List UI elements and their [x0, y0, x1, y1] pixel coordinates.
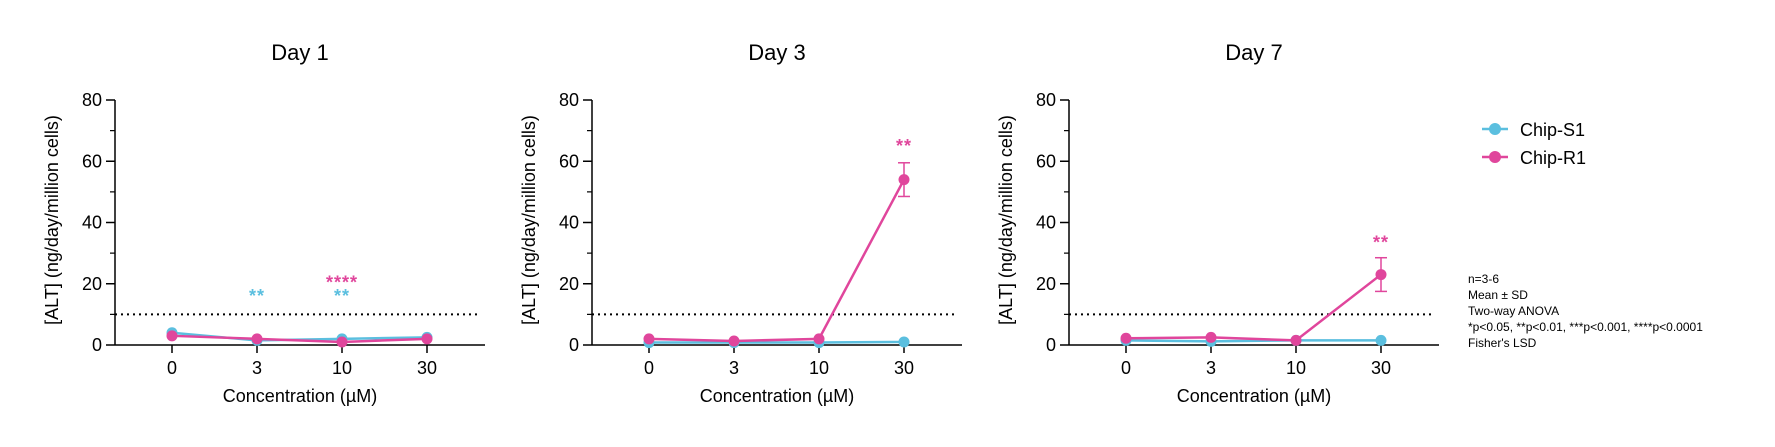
- legend-label: Chip-S1: [1520, 120, 1585, 140]
- panel-day-1: Day 1 [ALT] (ng/day/million cells) Conce…: [42, 40, 485, 406]
- y-tick-label: 80: [82, 90, 102, 110]
- panel-day-3: Day 3 [ALT] (ng/day/million cells) Conce…: [519, 40, 962, 406]
- data-point: [336, 336, 348, 348]
- legend-item-chip-s1: Chip-S1: [1482, 120, 1585, 140]
- x-axis-label: Concentration (µM): [1177, 386, 1331, 406]
- y-tick-label: 60: [1036, 151, 1056, 171]
- data-point: [421, 333, 433, 345]
- x-tick-label: 0: [644, 358, 654, 378]
- data-point: [1120, 332, 1132, 344]
- plot-area-day-3: 0 20 40 60 80 0 3 10 30 **: [559, 90, 962, 378]
- panel-title: Day 3: [748, 40, 805, 65]
- y-tick-label: 60: [82, 151, 102, 171]
- data-point: [813, 333, 825, 345]
- data-point: [1290, 334, 1302, 346]
- data-point: [166, 330, 178, 342]
- x-tick-label: 30: [1371, 358, 1391, 378]
- data-point: [898, 174, 910, 186]
- x-axis-label: Concentration (µM): [700, 386, 854, 406]
- y-tick-label: 0: [569, 335, 579, 355]
- data-point: [728, 335, 740, 347]
- series-line: [649, 340, 905, 344]
- series-line: [1125, 339, 1381, 343]
- note-line: n=3-6: [1468, 272, 1499, 286]
- x-tick-label: 3: [1206, 358, 1216, 378]
- series-chip-r1: [643, 162, 910, 347]
- note-line: *p<0.05, **p<0.01, ***p<0.001, ****p<0.0…: [1468, 320, 1703, 334]
- legend-label: Chip-R1: [1520, 148, 1586, 168]
- legend-swatch-marker: [1489, 151, 1501, 163]
- x-tick-label: 3: [729, 358, 739, 378]
- x-tick-label: 0: [167, 358, 177, 378]
- y-tick-label: 40: [1036, 213, 1056, 233]
- significance-marker: **: [334, 286, 350, 306]
- y-tick-label: 80: [559, 90, 579, 110]
- y-axis-label: [ALT] (ng/day/million cells): [996, 115, 1016, 325]
- y-tick-label: 60: [559, 151, 579, 171]
- series-line: [171, 334, 428, 344]
- significance-marker: **: [1373, 233, 1389, 253]
- data-point: [1375, 269, 1387, 281]
- data-point: [643, 333, 655, 345]
- x-tick-label: 30: [417, 358, 437, 378]
- data-point: [1375, 334, 1387, 346]
- y-axis-label: [ALT] (ng/day/million cells): [42, 115, 62, 325]
- panel-title: Day 1: [271, 40, 328, 65]
- y-tick-label: 20: [82, 274, 102, 294]
- legend: Chip-S1 Chip-R1: [1482, 120, 1586, 168]
- note-line: Two-way ANOVA: [1468, 304, 1559, 318]
- legend-item-chip-r1: Chip-R1: [1482, 148, 1586, 168]
- y-tick-label: 40: [559, 213, 579, 233]
- x-tick-label: 10: [332, 358, 352, 378]
- panel-title: Day 7: [1225, 40, 1282, 65]
- panel-day-7: Day 7 [ALT] (ng/day/million cells) Conce…: [996, 40, 1439, 406]
- data-point: [898, 336, 910, 348]
- significance-marker: **: [896, 136, 912, 156]
- y-tick-label: 0: [1046, 335, 1056, 355]
- legend-swatch-marker: [1489, 123, 1501, 135]
- note-line: Fisher's LSD: [1468, 336, 1537, 350]
- plot-area-day-7: 0 20 40 60 80 0 3 10 30 **: [1036, 90, 1439, 378]
- note-line: Mean ± SD: [1468, 288, 1528, 302]
- series-line: [648, 179, 906, 343]
- y-tick-label: 0: [92, 335, 102, 355]
- x-tick-label: 10: [1286, 358, 1306, 378]
- data-point: [251, 333, 263, 345]
- series-chip-r1: [1120, 256, 1387, 346]
- series-line: [1125, 273, 1382, 342]
- y-tick-label: 20: [559, 274, 579, 294]
- y-tick-label: 20: [1036, 274, 1056, 294]
- x-axis-label: Concentration (µM): [223, 386, 377, 406]
- y-tick-label: 40: [82, 213, 102, 233]
- x-tick-label: 10: [809, 358, 829, 378]
- series-chip-s1: [643, 336, 910, 349]
- y-tick-label: 80: [1036, 90, 1056, 110]
- y-axis-label: [ALT] (ng/day/million cells): [519, 115, 539, 325]
- series-chip-r1: [166, 330, 433, 348]
- x-tick-label: 0: [1121, 358, 1131, 378]
- stats-notes: n=3-6 Mean ± SD Two-way ANOVA *p<0.05, *…: [1468, 272, 1703, 350]
- significance-marker: **: [249, 286, 265, 306]
- x-tick-label: 30: [894, 358, 914, 378]
- significance-marker: ****: [326, 272, 358, 292]
- x-tick-label: 3: [252, 358, 262, 378]
- data-point: [1205, 331, 1217, 343]
